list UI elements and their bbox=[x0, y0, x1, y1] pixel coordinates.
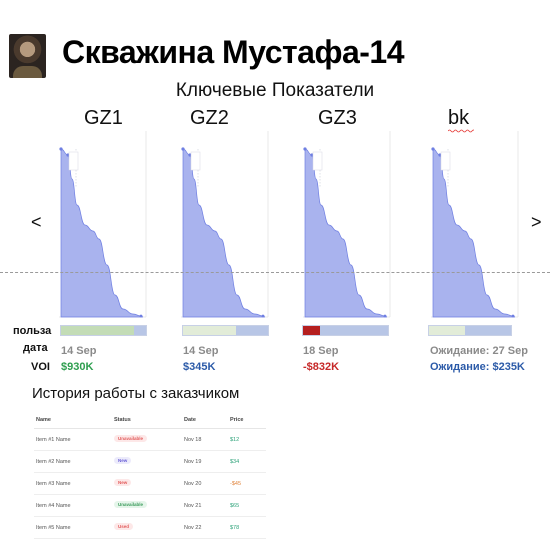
panel-chart-gz3 bbox=[299, 127, 391, 320]
date-gz2: 14 Sep bbox=[183, 345, 219, 357]
prev-arrow[interactable]: < bbox=[31, 212, 42, 232]
column-header-status: Status bbox=[114, 417, 131, 423]
chart-svg-bk bbox=[431, 131, 519, 318]
chart-area bbox=[60, 148, 144, 318]
row-label-voi: VOI bbox=[31, 361, 50, 373]
status-badge: Unavailable bbox=[114, 501, 148, 508]
date-gz1: 14 Sep bbox=[61, 345, 97, 357]
chart-point bbox=[383, 314, 387, 318]
benefit-bar-gz1 bbox=[60, 325, 147, 336]
benefit-bar-fill bbox=[61, 326, 135, 335]
column-header-price: Price bbox=[230, 417, 244, 423]
date-bk: Ожидание: 27 Sep bbox=[430, 345, 528, 357]
row-date: Nov 20 bbox=[184, 481, 202, 487]
benefit-bar-fill bbox=[429, 326, 466, 335]
benefit-bar-fill bbox=[183, 326, 236, 335]
benefit-bar-gz2 bbox=[182, 325, 269, 336]
date-gz3: 18 Sep bbox=[303, 345, 339, 357]
chart-tooltip-2 bbox=[454, 152, 461, 168]
row-label-benefit: польза bbox=[13, 325, 52, 337]
row-price: $34 bbox=[230, 459, 240, 465]
status-badge: New bbox=[114, 479, 132, 486]
chart-tooltip bbox=[440, 151, 451, 171]
row-date: Nov 18 bbox=[184, 437, 202, 443]
chart-point bbox=[303, 147, 307, 151]
table-row[interactable]: Item #1 Name Unavailable Nov 18 $12 bbox=[34, 429, 266, 451]
column-header-date: Date bbox=[184, 417, 196, 423]
voi-bk: Ожидание: $235K bbox=[430, 361, 525, 373]
page-title: Скважина Мустафа-14 bbox=[62, 34, 405, 70]
panel-label-gz2: GZ2 bbox=[190, 107, 229, 129]
history-title: История работы с заказчиком bbox=[32, 385, 240, 402]
table-row[interactable]: Item #2 Name New Nov 19 $34 bbox=[34, 451, 266, 473]
chart-svg-gz3 bbox=[303, 131, 391, 318]
panel-chart-gz2 bbox=[177, 127, 269, 320]
row-price: $12 bbox=[230, 437, 240, 443]
chart-point bbox=[139, 314, 143, 318]
chart-tooltip-2 bbox=[326, 152, 333, 168]
status-badge: New bbox=[114, 457, 132, 464]
panel-label-gz1: GZ1 bbox=[84, 107, 123, 129]
chart-tooltip bbox=[68, 151, 79, 171]
status-badge: Unavailable bbox=[114, 435, 148, 442]
row-label-date: дата bbox=[23, 342, 48, 354]
panel-chart-gz1 bbox=[55, 127, 147, 320]
next-arrow[interactable]: > bbox=[531, 212, 542, 232]
row-price: $78 bbox=[230, 525, 240, 531]
benefit-bar-bk bbox=[428, 325, 512, 336]
chart-point bbox=[59, 147, 63, 151]
history-table: Name Status Date Price Item #1 Name Unav… bbox=[34, 413, 266, 539]
row-name: Item #2 Name bbox=[36, 459, 71, 465]
chart-point bbox=[261, 314, 265, 318]
table-row[interactable]: Item #4 Name Unavailable Nov 21 $65 bbox=[34, 495, 266, 517]
chart-area bbox=[304, 148, 388, 318]
chart-area bbox=[432, 148, 516, 318]
voi-gz2: $345K bbox=[183, 361, 216, 373]
row-name: Item #3 Name bbox=[36, 481, 71, 487]
row-date: Nov 22 bbox=[184, 525, 202, 531]
chart-area bbox=[182, 148, 266, 318]
row-name: Item #1 Name bbox=[36, 437, 71, 443]
chart-tooltip bbox=[312, 151, 323, 171]
chart-point bbox=[181, 147, 185, 151]
panel-chart-bk bbox=[427, 127, 519, 320]
chart-point bbox=[511, 314, 515, 318]
row-date: Nov 21 bbox=[184, 503, 202, 509]
voi-gz3: -$832K bbox=[303, 361, 340, 373]
chart-svg-gz2 bbox=[181, 131, 269, 318]
chart-tooltip-2 bbox=[204, 152, 211, 168]
column-header-name: Name bbox=[36, 417, 51, 423]
chart-point bbox=[431, 147, 435, 151]
table-row[interactable]: Item #5 Name Used Nov 22 $78 bbox=[34, 517, 266, 539]
avatar bbox=[9, 34, 46, 78]
section-subtitle: Ключевые Показатели bbox=[175, 80, 375, 101]
row-price: $65 bbox=[230, 503, 240, 509]
spellcheck-underline bbox=[448, 129, 474, 133]
table-header: Name Status Date Price bbox=[34, 413, 266, 429]
row-date: Nov 19 bbox=[184, 459, 202, 465]
divider-dashed bbox=[0, 272, 550, 273]
panel-label-gz3: GZ3 bbox=[318, 107, 357, 129]
voi-gz1: $930K bbox=[61, 361, 94, 373]
chart-svg-gz1 bbox=[59, 131, 147, 318]
row-name: Item #5 Name bbox=[36, 525, 71, 531]
chart-tooltip-2 bbox=[82, 152, 89, 168]
benefit-bar-fill bbox=[303, 326, 320, 335]
benefit-bar-gz3 bbox=[302, 325, 389, 336]
row-price: -$45 bbox=[230, 481, 242, 487]
chart-tooltip bbox=[190, 151, 201, 171]
row-name: Item #4 Name bbox=[36, 503, 71, 509]
status-badge: Used bbox=[114, 523, 134, 530]
table-row[interactable]: Item #3 Name New Nov 20 -$45 bbox=[34, 473, 266, 495]
panel-label-bk: bk bbox=[448, 107, 470, 129]
